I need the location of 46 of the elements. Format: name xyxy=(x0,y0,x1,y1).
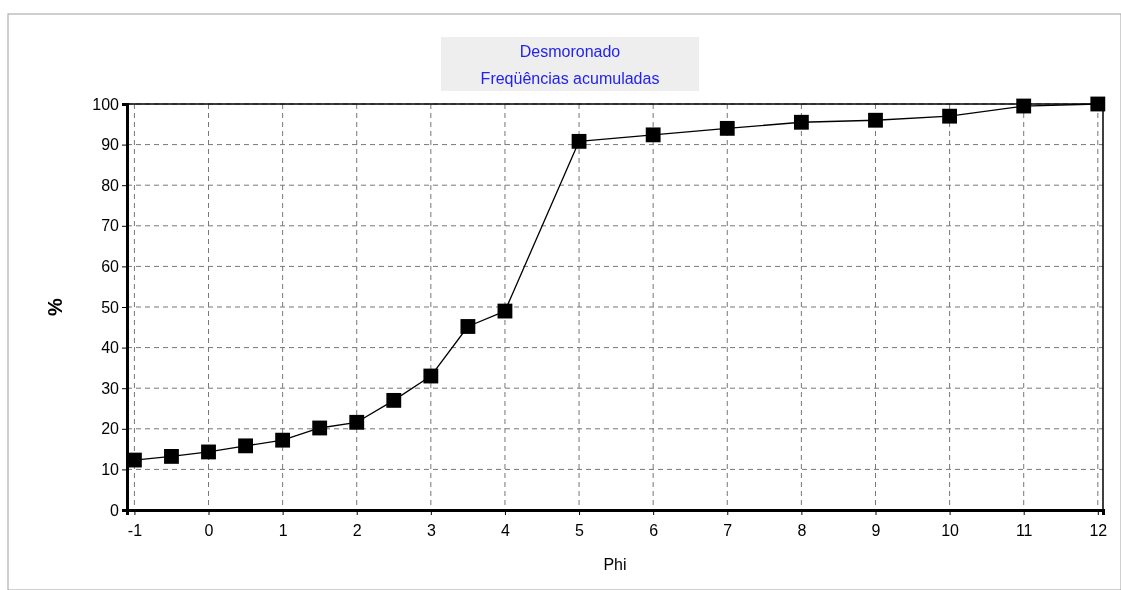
point xyxy=(1016,98,1032,114)
x-tick-label: 1 xyxy=(278,521,288,539)
point xyxy=(868,112,883,128)
y-tick-label: 10 xyxy=(101,461,120,479)
x-tick-label: 5 xyxy=(575,521,585,539)
point xyxy=(1090,96,1106,112)
x-tick-label: 6 xyxy=(649,521,659,539)
x-tick-label: -1 xyxy=(127,521,143,539)
y-tick-label: 0 xyxy=(110,501,120,519)
y-tick-label: 100 xyxy=(92,95,120,113)
point xyxy=(386,392,402,408)
x-tick-label: 2 xyxy=(352,521,362,539)
point xyxy=(275,432,291,448)
point xyxy=(460,319,476,334)
x-tick-label: 9 xyxy=(871,521,881,539)
point xyxy=(201,444,216,460)
point xyxy=(238,438,253,454)
point xyxy=(793,114,809,130)
point xyxy=(423,368,439,384)
y-tick-label: 70 xyxy=(101,217,120,235)
x-tick-label: 12 xyxy=(1089,521,1108,539)
x-tick-label: 7 xyxy=(723,521,733,539)
y-tick-label: 40 xyxy=(101,339,120,357)
point xyxy=(645,127,661,143)
point xyxy=(942,108,958,124)
y-tick-label: 20 xyxy=(101,420,120,438)
x-tick-label: 8 xyxy=(797,521,807,539)
y-tick-label: 80 xyxy=(101,176,120,194)
y-tick-label: 50 xyxy=(101,298,120,316)
point xyxy=(164,448,179,464)
x-tick-label: 3 xyxy=(426,521,436,539)
point xyxy=(312,420,328,436)
x-tick-label: 11 xyxy=(1015,521,1033,539)
x-tick-label: 0 xyxy=(204,521,214,539)
x-axis-title: Phi xyxy=(603,556,627,573)
y-tick-label: 30 xyxy=(101,379,120,397)
y-tick-label: 60 xyxy=(101,258,120,276)
chart-subtitle: Freqüências acumuladas xyxy=(480,70,660,87)
point xyxy=(349,414,365,430)
chart-title: Desmoronado xyxy=(519,43,621,60)
point xyxy=(719,120,735,136)
y-tick-label: 90 xyxy=(101,136,120,154)
y-axis-title: % xyxy=(44,297,66,316)
x-tick-label: 10 xyxy=(941,521,960,539)
point xyxy=(571,133,587,149)
x-tick-label: 4 xyxy=(501,521,510,539)
